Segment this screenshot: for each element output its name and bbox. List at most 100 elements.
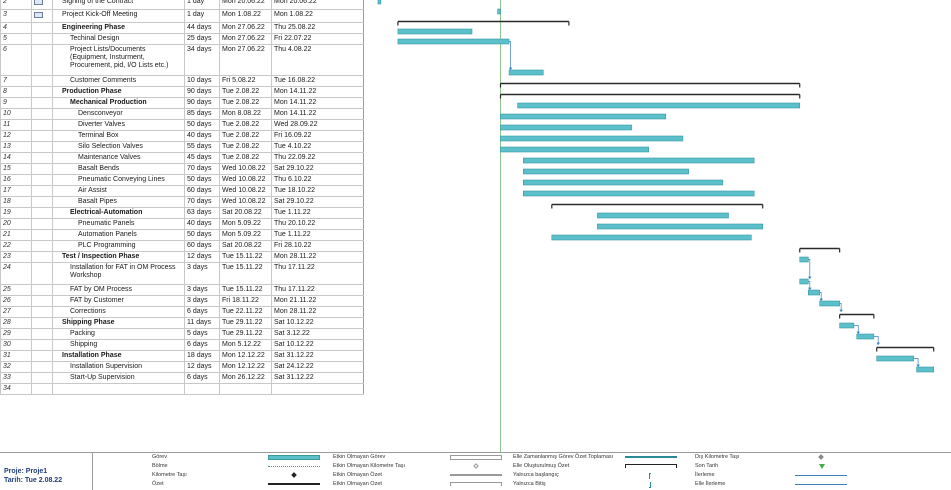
task-duration-cell[interactable]: 3 days bbox=[184, 284, 220, 296]
task-id-cell[interactable]: 11 bbox=[0, 119, 32, 131]
task-finish-cell[interactable]: Wed 28.09.22 bbox=[271, 119, 364, 131]
task-indicator-cell[interactable] bbox=[31, 86, 53, 98]
task-id-cell[interactable]: 13 bbox=[0, 141, 32, 153]
task-finish-cell[interactable]: Thu 17.11.22 bbox=[271, 262, 364, 285]
task-bar[interactable] bbox=[799, 256, 809, 263]
task-row[interactable]: 21 Automation Panels 50 days Mon 5.09.22 Tue… bbox=[0, 229, 364, 241]
task-name-cell[interactable] bbox=[52, 383, 185, 395]
task-name-cell[interactable]: Air Assist bbox=[52, 185, 185, 197]
task-name-cell[interactable]: FAT by Customer bbox=[52, 295, 185, 307]
note-indicator-icon[interactable] bbox=[34, 12, 43, 18]
task-start-cell[interactable]: Mon 5.12.22 bbox=[219, 339, 272, 351]
task-finish-cell[interactable]: Tue 1.11.22 bbox=[271, 229, 364, 241]
task-finish-cell[interactable]: Fri 28.10.22 bbox=[271, 240, 364, 252]
task-duration-cell[interactable]: 11 days bbox=[184, 317, 220, 329]
task-bar[interactable] bbox=[497, 8, 501, 15]
task-id-cell[interactable]: 30 bbox=[0, 339, 32, 351]
task-finish-cell[interactable]: Tue 18.10.22 bbox=[271, 185, 364, 197]
task-bar[interactable] bbox=[551, 234, 752, 241]
task-name-cell[interactable]: Diverter Valves bbox=[52, 119, 185, 131]
task-row[interactable]: 10 Densconveyor 85 days Mon 8.08.22 Mon 14.1… bbox=[0, 108, 364, 120]
task-id-cell[interactable]: 4 bbox=[0, 22, 32, 34]
task-id-cell[interactable]: 29 bbox=[0, 328, 32, 340]
task-id-cell[interactable]: 17 bbox=[0, 185, 32, 197]
task-bar[interactable] bbox=[799, 278, 809, 285]
task-row[interactable]: 4 Engineering Phase 44 days Mon 27.06.22 Thu… bbox=[0, 22, 364, 34]
task-finish-cell[interactable]: Mon 14.11.22 bbox=[271, 86, 364, 98]
task-indicator-cell[interactable] bbox=[31, 9, 53, 23]
task-bar[interactable] bbox=[523, 157, 755, 164]
task-start-cell[interactable]: Mon 1.08.22 bbox=[219, 9, 272, 23]
task-row[interactable]: 9 Mechanical Production 90 days Tue 2.08.22… bbox=[0, 97, 364, 109]
task-id-cell[interactable]: 34 bbox=[0, 383, 32, 395]
task-row[interactable]: 6 Project Lists/Documents (Equipment, Ins… bbox=[0, 44, 364, 76]
task-row[interactable]: 12 Terminal Box 40 days Tue 2.08.22 Fri 16.0… bbox=[0, 130, 364, 142]
task-row[interactable]: 32 Installation Supervision 12 days Mon 12.… bbox=[0, 361, 364, 373]
task-indicator-cell[interactable] bbox=[31, 295, 53, 307]
task-row[interactable]: 15 Basalt Bends 70 days Wed 10.08.22 Sat 29.… bbox=[0, 163, 364, 175]
task-row[interactable]: 26 FAT by Customer 3 days Fri 18.11.22 Mon 2… bbox=[0, 295, 364, 307]
task-duration-cell[interactable]: 6 days bbox=[184, 372, 220, 384]
task-start-cell[interactable]: Sat 20.08.22 bbox=[219, 207, 272, 219]
task-id-cell[interactable]: 31 bbox=[0, 350, 32, 362]
task-finish-cell[interactable]: Sat 10.12.22 bbox=[271, 339, 364, 351]
task-name-cell[interactable]: Project Kick-Off Meeting bbox=[52, 9, 185, 23]
task-row[interactable]: 24 Installation for FAT in OM Process Wor… bbox=[0, 262, 364, 285]
task-indicator-cell[interactable] bbox=[31, 339, 53, 351]
task-row[interactable]: 11 Diverter Valves 50 days Tue 2.08.22 Wed 2… bbox=[0, 119, 364, 131]
task-finish-cell[interactable]: Thu 25.08.22 bbox=[271, 22, 364, 34]
task-name-cell[interactable]: Production Phase bbox=[52, 86, 185, 98]
task-start-cell[interactable]: Sat 20.08.22 bbox=[219, 240, 272, 252]
task-finish-cell[interactable]: Thu 4.08.22 bbox=[271, 44, 364, 76]
task-start-cell[interactable]: Tue 15.11.22 bbox=[219, 251, 272, 263]
task-bar[interactable] bbox=[508, 69, 544, 76]
task-finish-cell[interactable]: Tue 16.08.22 bbox=[271, 75, 364, 87]
task-name-cell[interactable]: Basalt Pipes bbox=[52, 196, 185, 208]
task-bar[interactable] bbox=[597, 223, 763, 230]
task-name-cell[interactable]: Engineering Phase bbox=[52, 22, 185, 34]
task-name-cell[interactable]: Mechanical Production bbox=[52, 97, 185, 109]
task-duration-cell[interactable]: 12 days bbox=[184, 251, 220, 263]
task-id-cell[interactable]: 5 bbox=[0, 33, 32, 45]
task-indicator-cell[interactable] bbox=[31, 350, 53, 362]
task-duration-cell[interactable]: 40 days bbox=[184, 130, 220, 142]
task-finish-cell[interactable]: Mon 28.11.22 bbox=[271, 306, 364, 318]
task-name-cell[interactable]: FAT by OM Process bbox=[52, 284, 185, 296]
task-indicator-cell[interactable] bbox=[31, 0, 53, 10]
task-id-cell[interactable]: 10 bbox=[0, 108, 32, 120]
task-duration-cell[interactable]: 90 days bbox=[184, 97, 220, 109]
task-duration-cell[interactable]: 70 days bbox=[184, 163, 220, 175]
task-duration-cell[interactable]: 5 days bbox=[184, 328, 220, 340]
task-name-cell[interactable]: Installation for FAT in OM Process Works… bbox=[52, 262, 185, 285]
task-name-cell[interactable]: Installation Phase bbox=[52, 350, 185, 362]
task-bar[interactable] bbox=[819, 300, 840, 307]
task-row[interactable]: 14 Maintenance Valves 45 days Tue 2.08.22 Th… bbox=[0, 152, 364, 164]
task-row[interactable]: 8 Production Phase 90 days Tue 2.08.22 Mon 1… bbox=[0, 86, 364, 98]
task-id-cell[interactable]: 23 bbox=[0, 251, 32, 263]
task-duration-cell[interactable]: 40 days bbox=[184, 218, 220, 230]
task-finish-cell[interactable]: Sat 31.12.22 bbox=[271, 350, 364, 362]
task-indicator-cell[interactable] bbox=[31, 383, 53, 395]
task-start-cell[interactable]: Mon 12.12.22 bbox=[219, 350, 272, 362]
task-name-cell[interactable]: Terminal Box bbox=[52, 130, 185, 142]
task-bar[interactable] bbox=[500, 124, 632, 131]
task-name-cell[interactable]: Maintenance Valves bbox=[52, 152, 185, 164]
task-indicator-cell[interactable] bbox=[31, 33, 53, 45]
task-finish-cell[interactable]: Fri 22.07.22 bbox=[271, 33, 364, 45]
task-id-cell[interactable]: 25 bbox=[0, 284, 32, 296]
task-indicator-cell[interactable] bbox=[31, 119, 53, 131]
task-row[interactable]: 27 Corrections 6 days Tue 22.11.22 Mon 28.11… bbox=[0, 306, 364, 318]
task-start-cell[interactable]: Mon 20.06.22 bbox=[219, 0, 272, 10]
task-finish-cell[interactable]: Mon 20.06.22 bbox=[271, 0, 364, 10]
task-id-cell[interactable]: 6 bbox=[0, 44, 32, 76]
task-row[interactable]: 23 Test / Inspection Phase 12 days Tue 15.1… bbox=[0, 251, 364, 263]
task-id-cell[interactable]: 27 bbox=[0, 306, 32, 318]
task-row[interactable]: 34 bbox=[0, 383, 364, 395]
task-bar[interactable] bbox=[876, 355, 915, 362]
task-start-cell[interactable]: Tue 29.11.22 bbox=[219, 328, 272, 340]
task-name-cell[interactable]: Corrections bbox=[52, 306, 185, 318]
task-indicator-cell[interactable] bbox=[31, 306, 53, 318]
task-id-cell[interactable]: 26 bbox=[0, 295, 32, 307]
task-duration-cell[interactable]: 50 days bbox=[184, 119, 220, 131]
task-row[interactable]: 19 Electrical-Automation 63 days Sat 20.08.… bbox=[0, 207, 364, 219]
